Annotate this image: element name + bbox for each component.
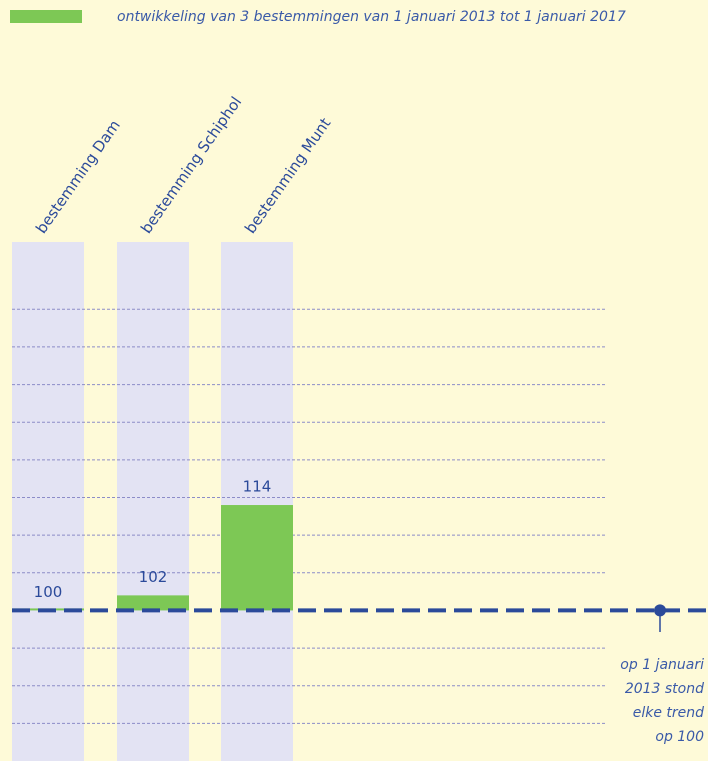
column-background (12, 242, 84, 761)
value-label: 114 (243, 478, 272, 496)
legend-swatch (10, 10, 82, 23)
annotation: op 1 januari (620, 657, 704, 673)
column-background (221, 242, 293, 761)
value-label: 102 (139, 568, 168, 586)
category-label: bestemming Munt (241, 114, 334, 236)
annotation: elke trend (633, 705, 704, 721)
bar (221, 505, 293, 611)
legend-label: ontwikkeling van 3 bestemmingen van 1 ja… (117, 9, 626, 25)
column-background (117, 242, 189, 761)
category-label: bestemming Schiphol (137, 93, 245, 237)
category-label: bestemming Dam (32, 117, 124, 237)
annotation: 2013 stond (625, 681, 704, 697)
bar (117, 595, 189, 611)
annotation: op 100 (655, 729, 704, 745)
value-label: 100 (34, 583, 63, 601)
annotation-dot (654, 604, 666, 617)
